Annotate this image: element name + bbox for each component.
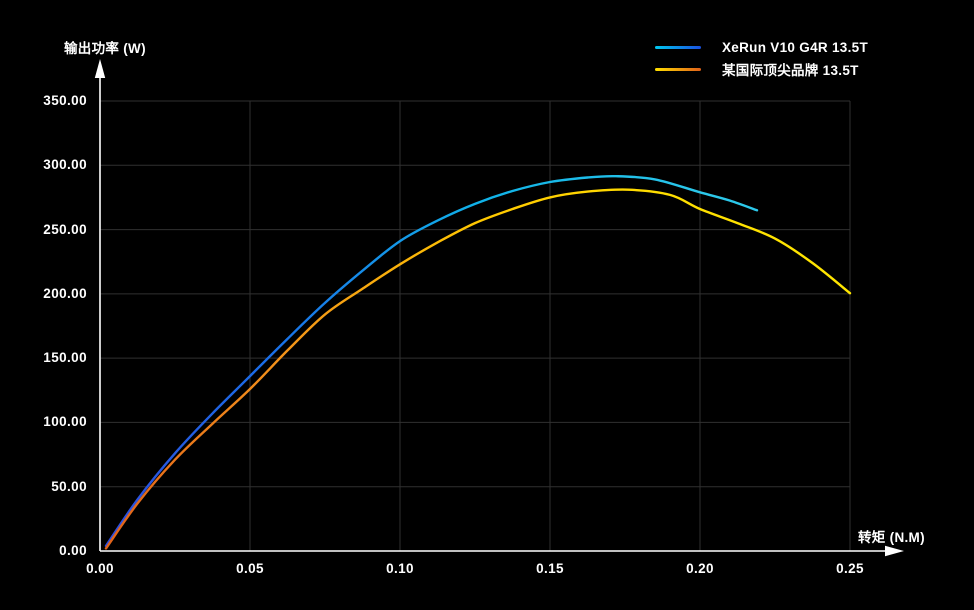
x-tick-label: 0.25 — [836, 561, 864, 576]
x-axis-title: 转矩 (N.M) — [858, 530, 925, 545]
legend-item-competitor: 某国际顶尖品牌 13.5T — [655, 58, 868, 80]
y-axis-arrow-icon — [94, 59, 106, 78]
x-tick-label: 0.00 — [86, 561, 114, 576]
legend-item-xerun: XeRun V10 G4R 13.5T — [655, 36, 868, 58]
x-axis-arrow-icon — [885, 545, 904, 557]
y-tick-label: 200.00 — [43, 285, 87, 301]
legend: XeRun V10 G4R 13.5T 某国际顶尖品牌 13.5T — [655, 36, 868, 80]
legend-label: XeRun V10 G4R 13.5T — [722, 39, 869, 55]
y-tick-label: 150.00 — [43, 350, 87, 366]
x-tick-label: 0.20 — [686, 561, 714, 576]
y-tick-label: 300.00 — [43, 157, 87, 173]
x-tick-label: 0.10 — [386, 561, 414, 576]
y-tick-label: 50.00 — [51, 478, 87, 494]
y-tick-label: 350.00 — [43, 93, 87, 108]
x-tick-label: 0.15 — [536, 561, 564, 576]
x-tick-label: 0.05 — [236, 561, 264, 576]
axes — [94, 59, 904, 557]
y-tick-label: 100.00 — [43, 414, 87, 430]
legend-swatch-yellow-icon — [655, 67, 701, 71]
gridlines — [100, 100, 851, 551]
legend-swatch-blue-icon — [655, 45, 701, 49]
y-tick-label: 0.00 — [59, 543, 87, 558]
series-curve-1 — [104, 188, 852, 550]
y-axis-title: 输出功率 (W) — [64, 41, 146, 56]
legend-label: 某国际顶尖品牌 13.5T — [722, 63, 859, 78]
y-tick-label: 250.00 — [43, 221, 87, 237]
series-curve-0 — [104, 174, 759, 548]
